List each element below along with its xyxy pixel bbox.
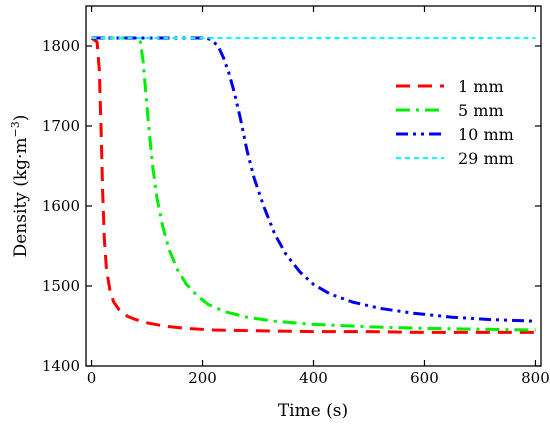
y-tick-label: 1600	[42, 197, 80, 215]
y-tick-label: 1800	[42, 37, 80, 55]
series-line-10-mm	[91, 36, 536, 323]
y-tick-label: 1400	[42, 357, 80, 375]
legend-label: 10 mm	[458, 125, 514, 144]
y-tick-label: 1500	[42, 277, 80, 295]
x-tick-label: 800	[521, 369, 550, 387]
legend-label: 29 mm	[458, 149, 514, 168]
legend-label: 5 mm	[458, 101, 504, 120]
legend-label: 1 mm	[458, 77, 504, 96]
y-tick-label: 1700	[42, 117, 80, 135]
x-tick-label: 600	[410, 369, 439, 387]
x-tick-label: 400	[299, 369, 328, 387]
series-line-1-mm	[90, 36, 536, 334]
x-axis-title: Time (s)	[278, 401, 348, 421]
y-axis-title: Density (kg·m−3)	[9, 115, 31, 258]
series-line-5-mm	[91, 36, 536, 332]
x-tick-label: 0	[87, 369, 97, 387]
x-tick-label: 200	[188, 369, 217, 387]
